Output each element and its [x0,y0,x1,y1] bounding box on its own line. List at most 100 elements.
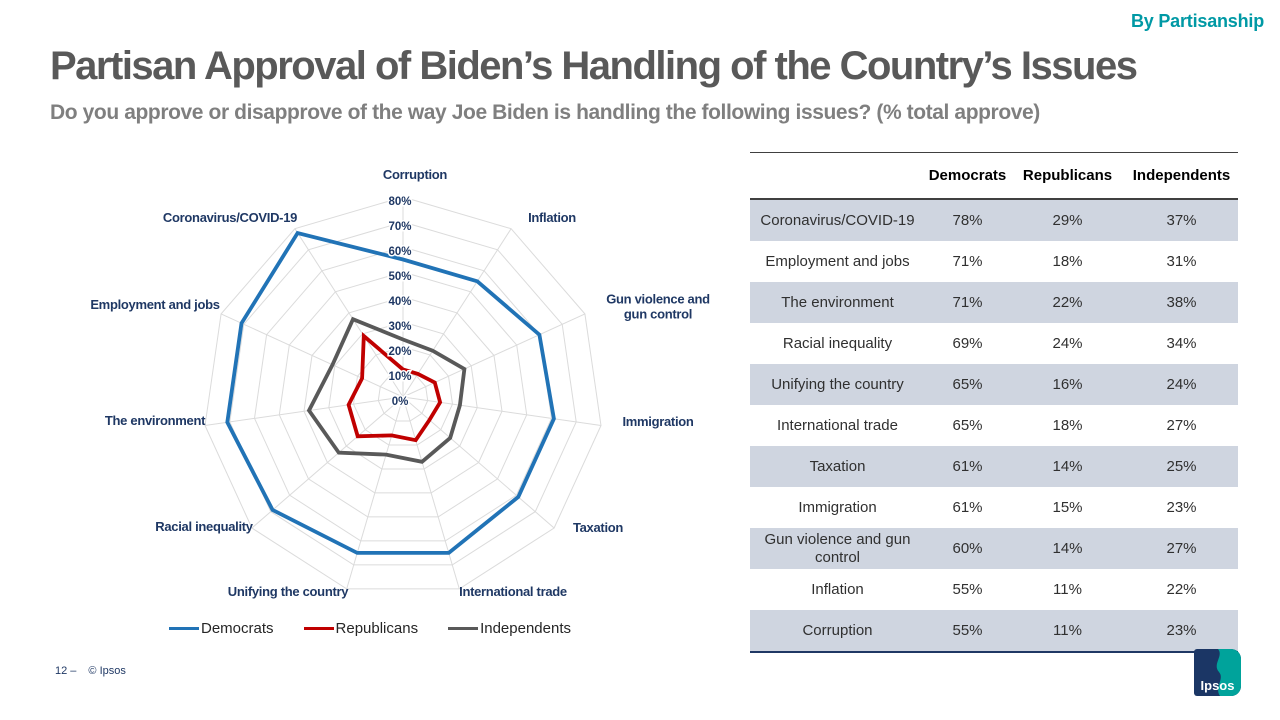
row-value: 38% [1166,293,1197,311]
row-label: International trade [777,416,898,434]
table-row: The environment 71% 22% 38% [750,282,1238,323]
radar-axis-label: Inflation [528,210,576,225]
radar-spoke [402,396,460,590]
table-row: Racial inequality 69% 24% 34% [750,323,1238,364]
row-value: 27% [1166,416,1197,434]
radar-tick-label: 80% [388,196,411,208]
radar-grid-ring [328,321,478,470]
row-value: 27% [1166,539,1197,557]
radar-tick-label: 40% [388,296,411,308]
table-row: Coronavirus/COVID-19 78% 29% 37% [750,199,1238,241]
radar-axis-label: Immigration [622,414,693,429]
radar-spoke [402,228,512,398]
table-row: Employment and jobs 71% 18% 31% [750,241,1238,282]
radar-chart: 0% 10% 20% 30% 40% 50% 60% 70% 80% Corruption Infl… [90,167,710,599]
legend-label: Republicans [335,620,419,637]
radar-spoke [204,396,404,426]
column-header: Independents [1125,152,1238,200]
legend-item-independents: Independents [448,620,571,637]
radar-spoke [402,396,602,426]
row-value: 18% [1052,416,1083,434]
row-label: Gun violence and gun control [764,531,911,566]
page-number: 12 – [55,665,77,677]
radar-tick-label: 0% [392,396,409,408]
row-label: Employment and jobs [765,252,910,270]
row-value: 24% [1166,375,1197,393]
radar-axis-label: Racial inequality [155,519,254,534]
ipsos-logo: Ipsos [1194,649,1241,696]
legend-label: Independents [480,620,571,637]
page-title: Partisan Approval of Biden’s Handling of… [50,44,1138,88]
radar-axis-label: Coronavirus/COVID-19 [163,210,297,225]
radar-axis-label: Employment and jobs [90,297,219,312]
row-value: 31% [1166,252,1197,270]
table-row: Immigration 61% 15% 23% [750,487,1238,528]
row-value: 14% [1052,539,1083,557]
legend-swatch [303,626,334,631]
radar-tick-label: 20% [388,346,411,358]
radar-series-republicans [346,332,443,443]
row-value: 69% [952,334,983,352]
row-value: 23% [1166,498,1197,516]
row-value: 65% [952,416,983,434]
legend-swatch [448,626,479,631]
column-header [750,152,925,200]
row-value: 61% [952,457,983,475]
legend-item-republicans: Republicans [303,620,419,637]
logo-text: Ipsos [1200,678,1235,693]
row-value: 65% [952,375,983,393]
radar-spoke [346,396,404,590]
row-value: 60% [952,539,983,557]
row-value: 11% [1053,580,1082,598]
row-value: 16% [1052,375,1083,393]
radar-tick-label: 60% [388,246,411,258]
row-value: 55% [952,580,983,598]
table-row: International trade 65% 18% 27% [750,405,1238,446]
logo-teal-half [1216,649,1241,696]
radar-grid-ring [253,246,553,542]
ipsos-logo-graphic [1194,649,1241,696]
radar-tick-label: 10% [388,371,411,383]
column-header: Democrats [925,152,1010,200]
legend-item-democrats: Democrats [168,620,274,637]
radar-axis-label: Unifying the country [228,584,349,599]
row-label: Coronavirus/COVID-19 [760,211,915,229]
legend-swatch [168,626,199,631]
radar-axis-label: The environment [105,413,206,428]
radar-tick-label: 50% [388,271,411,283]
slide-tag: By Partisanship [1130,11,1264,31]
radar-axis-label: International trade [459,584,567,599]
row-value: 22% [1052,293,1083,311]
radar-spoke [251,396,404,529]
radar-grid-ring [278,271,528,518]
row-value: 18% [1052,252,1083,270]
radar-axis-label: Corruption [383,167,448,182]
radar-grid-ring [229,221,577,566]
row-value: 55% [952,621,983,639]
table-row: Inflation 55% 11% 22% [750,569,1238,610]
row-label: Racial inequality [782,334,893,352]
row-value: 29% [1052,211,1083,229]
row-label: Taxation [809,457,866,475]
row-value: 37% [1166,211,1197,229]
row-value: 34% [1166,334,1197,352]
slide-footer: 12 – © Ipsos [55,665,126,677]
radar-axis-label: Taxation [573,520,623,535]
row-value: 22% [1166,580,1197,598]
table-body: Coronavirus/COVID-19 78% 29% 37% Employment … [750,199,1238,652]
legend-label: Democrats [200,620,274,637]
radar-spoke [220,313,404,398]
table-header-row: Democrats Republicans Independents [750,152,1238,200]
row-value: 78% [952,211,983,229]
row-label: The environment [781,293,894,311]
radar-tick-label: 70% [388,221,411,233]
row-value: 61% [952,498,983,516]
row-label: Corruption [802,621,873,639]
radar-grid-ring [303,296,503,494]
row-value: 14% [1052,457,1083,475]
radar-spoke [294,228,404,398]
radar-axis-label: Gun violence and gun control [606,292,710,322]
row-label: Unifying the country [771,375,904,393]
table-row: Corruption 55% 11% 23% [750,610,1238,652]
copyright: © Ipsos [88,665,126,677]
